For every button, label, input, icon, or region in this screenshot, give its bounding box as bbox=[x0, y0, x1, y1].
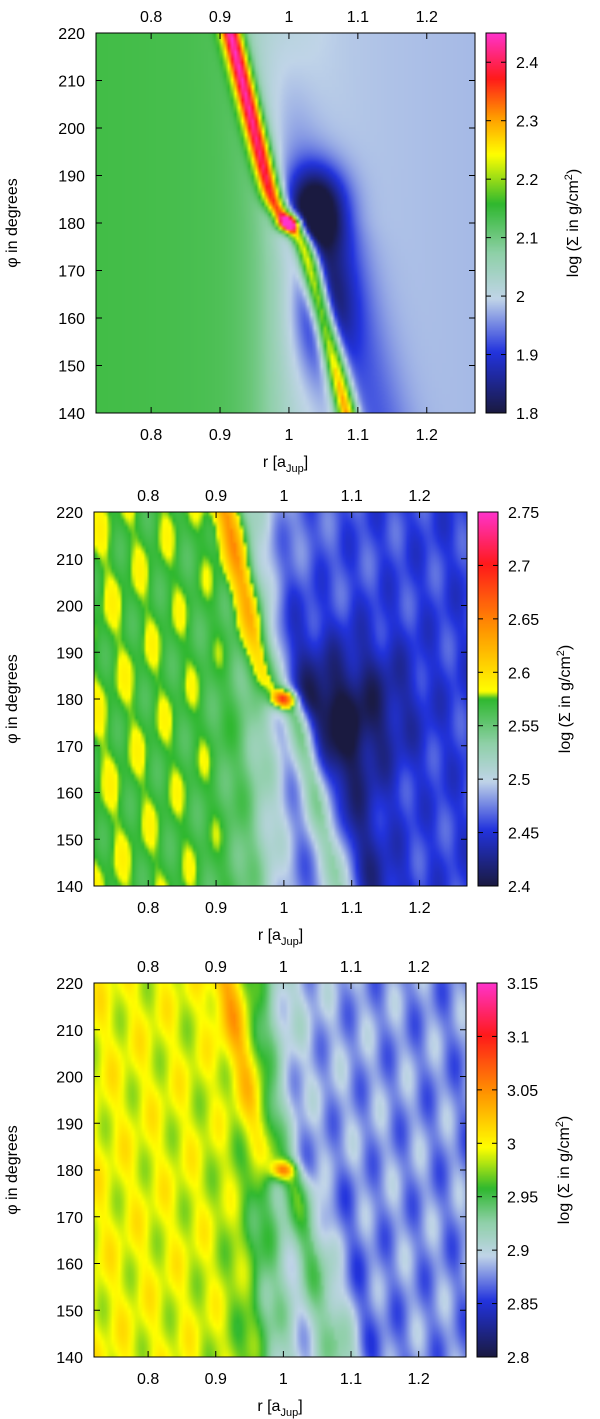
colorbar-tick-label: 2.4 bbox=[516, 55, 538, 72]
panel-3: 2.8 2.85 2.9 2.95 3 3.05 3.1 3.15 log (Σ in g/cm… bbox=[4, 959, 573, 1419]
y-tick-label: 170 bbox=[56, 739, 83, 756]
colorbar-label: log (Σ in g/cm2) bbox=[554, 1116, 573, 1224]
y-tick-label: 160 bbox=[58, 311, 85, 328]
colorbar-tick-label: 2.95 bbox=[507, 1190, 538, 1207]
top-x-tick-label: 1.2 bbox=[416, 9, 438, 26]
y-tick-label: 140 bbox=[56, 879, 83, 896]
x-tick-label: 1 bbox=[279, 1371, 288, 1388]
y-tick-label: 160 bbox=[56, 786, 83, 803]
x-tick-label: 0.9 bbox=[205, 1371, 227, 1388]
x-tick-label: 0.9 bbox=[205, 900, 227, 917]
y-tick-label: 140 bbox=[58, 406, 85, 423]
y-axis-label: φ in degrees bbox=[4, 654, 21, 744]
x-tick-label: 1 bbox=[279, 900, 288, 917]
top-x-tick-label: 1 bbox=[279, 488, 288, 505]
top-x-tick-label: 0.8 bbox=[140, 9, 162, 26]
top-x-tick-label: 1 bbox=[279, 959, 288, 976]
y-tick-label: 220 bbox=[58, 26, 85, 43]
colorbar-tick-label: 3.1 bbox=[507, 1029, 529, 1046]
x-tick-label: 1 bbox=[284, 427, 293, 444]
y-tick-label: 150 bbox=[56, 1303, 83, 1320]
panel-2: 2.4 2.45 2.5 2.55 2.6 2.65 2.7 2.75 log (Σ in g/… bbox=[4, 488, 574, 948]
y-tick-label: 200 bbox=[56, 1070, 83, 1087]
y-tick-label: 190 bbox=[56, 1116, 83, 1133]
colorbar-tick-label: 2.3 bbox=[516, 114, 538, 131]
colorbar-label: log (Σ in g/cm2) bbox=[563, 169, 582, 277]
colorbar-tick-label: 2.4 bbox=[508, 879, 530, 896]
colorbar-tick-label: 2.7 bbox=[508, 558, 530, 575]
y-tick-label: 210 bbox=[58, 74, 85, 91]
colorbar-tick-label: 3 bbox=[507, 1136, 516, 1153]
x-tick-label: 1.1 bbox=[341, 900, 363, 917]
y-tick-label: 220 bbox=[56, 505, 83, 522]
y-tick-label: 180 bbox=[56, 692, 83, 709]
colorbar-tick-label: 2.55 bbox=[508, 719, 539, 736]
y-tick-label: 200 bbox=[56, 599, 83, 616]
density-field bbox=[94, 983, 466, 1357]
x-tick-label: 0.8 bbox=[137, 1371, 159, 1388]
x-tick-label: 0.8 bbox=[140, 427, 162, 444]
colorbar-label: log (Σ in g/cm2) bbox=[555, 645, 574, 753]
colorbar-tick-label: 2.2 bbox=[516, 172, 538, 189]
x-tick-label: 0.8 bbox=[137, 900, 159, 917]
top-x-tick-label: 1.1 bbox=[341, 488, 363, 505]
top-x-tick-label: 1 bbox=[284, 9, 293, 26]
y-tick-label: 210 bbox=[56, 552, 83, 569]
top-x-tick-label: 0.9 bbox=[209, 9, 231, 26]
y-tick-label: 150 bbox=[56, 832, 83, 849]
density-field bbox=[96, 33, 475, 413]
y-tick-label: 220 bbox=[56, 976, 83, 993]
colorbar-tick-label: 1.9 bbox=[516, 348, 538, 365]
x-tick-label: 1.2 bbox=[408, 900, 430, 917]
colorbar-tick-label: 2.6 bbox=[508, 665, 530, 682]
colorbar-tick-label: 1.8 bbox=[516, 406, 538, 423]
colorbar-tick-label: 2.1 bbox=[516, 231, 538, 248]
y-tick-label: 160 bbox=[56, 1257, 83, 1274]
y-tick-label: 140 bbox=[56, 1350, 83, 1367]
y-tick-label: 170 bbox=[58, 264, 85, 281]
x-tick-label: 1.2 bbox=[416, 427, 438, 444]
x-tick-label: 1.1 bbox=[340, 1371, 362, 1388]
top-x-tick-label: 0.8 bbox=[137, 488, 159, 505]
top-x-tick-label: 1.2 bbox=[408, 488, 430, 505]
x-tick-label: 1.2 bbox=[408, 1371, 430, 1388]
y-tick-label: 180 bbox=[56, 1163, 83, 1180]
top-x-tick-label: 0.8 bbox=[137, 959, 159, 976]
colorbar bbox=[477, 983, 497, 1357]
y-axis-label: φ in degrees bbox=[4, 1125, 21, 1215]
top-x-tick-label: 1.2 bbox=[408, 959, 430, 976]
density-field bbox=[94, 512, 467, 886]
colorbar-tick-label: 3.15 bbox=[507, 976, 538, 993]
y-tick-label: 210 bbox=[56, 1023, 83, 1040]
colorbar-tick-label: 2.45 bbox=[508, 826, 539, 843]
y-tick-label: 190 bbox=[56, 645, 83, 662]
x-tick-label: 0.9 bbox=[209, 427, 231, 444]
colorbar bbox=[478, 512, 498, 886]
y-axis-label: φ in degrees bbox=[4, 178, 21, 268]
x-axis-label: r [aJup] bbox=[257, 1398, 302, 1419]
colorbar-tick-label: 2.8 bbox=[507, 1350, 529, 1367]
colorbar-tick-label: 2.5 bbox=[508, 772, 530, 789]
x-axis-label: r [aJup] bbox=[263, 454, 308, 475]
y-tick-label: 190 bbox=[58, 169, 85, 186]
colorbar-tick-label: 2.9 bbox=[507, 1243, 529, 1260]
panel-1: 1.8 1.9 2 2.1 2.2 2.3 2.4 log (Σ in g/cm2) 0.8 0.… bbox=[4, 9, 582, 475]
colorbar-tick-label: 2.65 bbox=[508, 612, 539, 629]
top-x-tick-label: 0.9 bbox=[205, 959, 227, 976]
x-tick-label: 1.1 bbox=[347, 427, 369, 444]
colorbar-tick-label: 2.85 bbox=[507, 1297, 538, 1314]
y-tick-label: 180 bbox=[58, 216, 85, 233]
y-tick-label: 150 bbox=[58, 359, 85, 376]
colorbar bbox=[486, 33, 506, 413]
top-x-tick-label: 0.9 bbox=[205, 488, 227, 505]
top-x-tick-label: 1.1 bbox=[347, 9, 369, 26]
colorbar-tick-label: 2 bbox=[516, 289, 525, 306]
y-tick-label: 170 bbox=[56, 1210, 83, 1227]
colorbar-tick-label: 2.75 bbox=[508, 505, 539, 522]
colorbar-tick-label: 3.05 bbox=[507, 1083, 538, 1100]
top-x-tick-label: 1.1 bbox=[340, 959, 362, 976]
x-axis-label: r [aJup] bbox=[258, 927, 303, 948]
y-tick-label: 200 bbox=[58, 121, 85, 138]
